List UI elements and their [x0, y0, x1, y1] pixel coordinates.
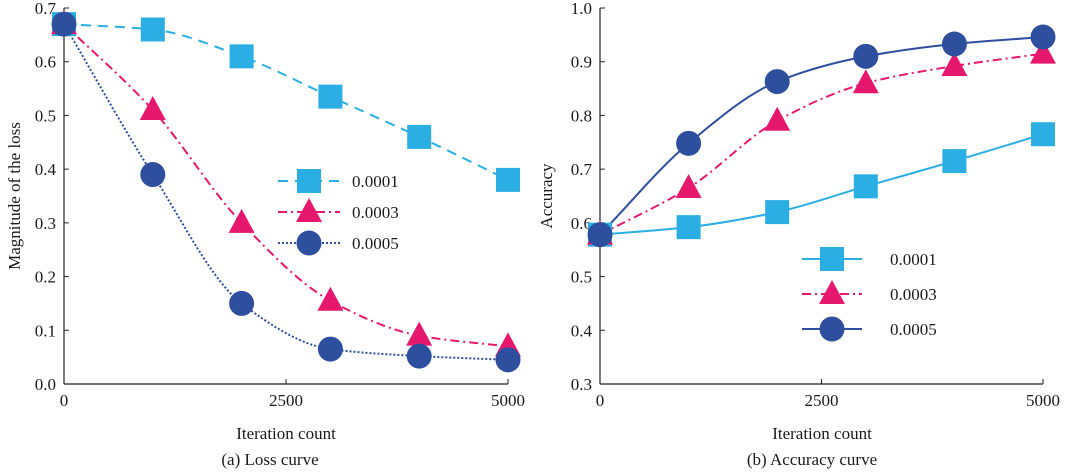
loss-x-axis-label: Iteration count — [236, 424, 336, 443]
loss-legend: 0.0001 0.0003 0.0005 — [278, 169, 399, 256]
data-point-0.0005 — [229, 290, 255, 316]
data-point-0.0005 — [764, 69, 790, 95]
data-point-0.0001 — [942, 149, 967, 174]
accuracy-legend: 0.0001 0.0003 0.0005 — [802, 247, 937, 342]
data-point-0.0003 — [1030, 39, 1056, 64]
x-tick-label: 2500 — [805, 391, 839, 410]
x-tick-label: 0 — [60, 391, 69, 410]
legend-label-0.0001: 0.0001 — [890, 250, 937, 269]
legend-marker-0.0005 — [296, 230, 322, 256]
legend-marker-0.0003 — [296, 198, 322, 222]
y-tick-label: 0.6 — [571, 214, 592, 233]
data-point-0.0003 — [852, 69, 879, 94]
accuracy-x-axis-label: Iteration count — [772, 424, 872, 443]
loss-y-ticks: 0.0 0.1 0.2 0.3 0.4 0.5 0.6 0.7 — [35, 0, 69, 394]
data-point-0.0005 — [853, 43, 879, 69]
y-tick-label: 0.8 — [571, 106, 592, 125]
y-tick-label: 0.6 — [35, 53, 56, 72]
y-tick-label: 0.1 — [35, 321, 56, 340]
data-point-0.0001 — [229, 44, 254, 69]
y-tick-label: 0.9 — [571, 53, 592, 72]
y-tick-label: 0.4 — [571, 321, 593, 340]
y-tick-label: 0.2 — [35, 268, 56, 287]
series-line-0.0001 — [63, 23, 509, 181]
loss-series — [51, 10, 521, 373]
data-point-0.0005 — [140, 162, 166, 188]
legend-marker-0.0001 — [820, 247, 844, 271]
y-tick-label: 0.7 — [571, 160, 593, 179]
accuracy-series — [587, 24, 1056, 248]
data-point-0.0001 — [676, 215, 701, 240]
legend-marker-0.0005 — [819, 316, 845, 342]
y-tick-label: 0.5 — [35, 106, 56, 125]
legend-marker-0.0001 — [297, 169, 321, 193]
data-point-0.0003 — [764, 106, 791, 131]
legend-label-0.0003: 0.0003 — [890, 285, 937, 304]
series-line-0.0003 — [599, 52, 1044, 236]
legend-label-0.0001: 0.0001 — [352, 172, 399, 191]
data-point-0.0003 — [406, 321, 433, 346]
data-point-0.0005 — [51, 11, 77, 37]
y-tick-label: 0.0 — [35, 375, 56, 394]
data-point-0.0003 — [139, 96, 166, 121]
data-point-0.0005 — [676, 130, 702, 156]
data-point-0.0001 — [318, 84, 343, 109]
loss-caption: (a) Loss curve — [221, 450, 318, 469]
loss-y-axis-label: Magnitude of the loss — [5, 122, 24, 270]
accuracy-x-ticks: 0 2500 5000 — [596, 379, 1060, 410]
data-point-0.0001 — [765, 200, 790, 225]
data-point-0.0005 — [406, 343, 432, 369]
legend-label-0.0003: 0.0003 — [352, 203, 399, 222]
x-tick-label: 2500 — [269, 391, 303, 410]
series-line-0.0003 — [63, 23, 509, 348]
y-tick-label: 0.3 — [35, 214, 56, 233]
loss-chart-panel: 0.0 0.1 0.2 0.3 0.4 0.5 0.6 0.7 0 2500 5000 0.000… — [5, 0, 525, 469]
legend-label-0.0005: 0.0005 — [890, 320, 937, 339]
y-tick-label: 0.3 — [571, 375, 592, 394]
legend-marker-0.0003 — [819, 280, 845, 304]
y-tick-label: 0.7 — [35, 0, 57, 18]
data-point-0.0001 — [1031, 122, 1055, 147]
series-line-0.0005 — [599, 36, 1044, 236]
data-point-0.0003 — [228, 208, 255, 233]
accuracy-y-ticks: 0.3 0.4 0.5 0.6 0.7 0.8 0.9 1.0 — [571, 0, 605, 394]
accuracy-chart-panel: 0.3 0.4 0.5 0.6 0.7 0.8 0.9 1.0 0 2500 5000 0.000… — [537, 0, 1060, 469]
y-tick-label: 1.0 — [571, 0, 592, 18]
data-point-0.0005 — [587, 222, 613, 248]
data-point-0.0005 — [317, 336, 343, 362]
data-point-0.0001 — [140, 17, 165, 42]
legend-label-0.0005: 0.0005 — [352, 234, 399, 253]
x-tick-label: 5000 — [1026, 391, 1060, 410]
data-point-0.0001 — [407, 124, 432, 149]
data-point-0.0003 — [675, 173, 702, 198]
data-point-0.0001 — [496, 167, 520, 192]
x-tick-label: 0 — [596, 391, 605, 410]
series-line-0.0001 — [599, 133, 1044, 236]
x-tick-label: 5000 — [491, 391, 525, 410]
loss-x-ticks: 0 2500 5000 — [60, 379, 525, 410]
data-point-0.0003 — [941, 52, 968, 77]
y-tick-label: 0.5 — [571, 268, 592, 287]
accuracy-caption: (b) Accuracy curve — [747, 450, 877, 469]
data-point-0.0005 — [941, 31, 967, 57]
data-point-0.0003 — [317, 286, 344, 311]
y-tick-label: 0.4 — [35, 160, 57, 179]
data-point-0.0005 — [495, 347, 521, 373]
data-point-0.0005 — [1030, 24, 1056, 50]
accuracy-y-axis-label: Accuracy — [537, 163, 556, 229]
data-point-0.0001 — [853, 174, 878, 199]
